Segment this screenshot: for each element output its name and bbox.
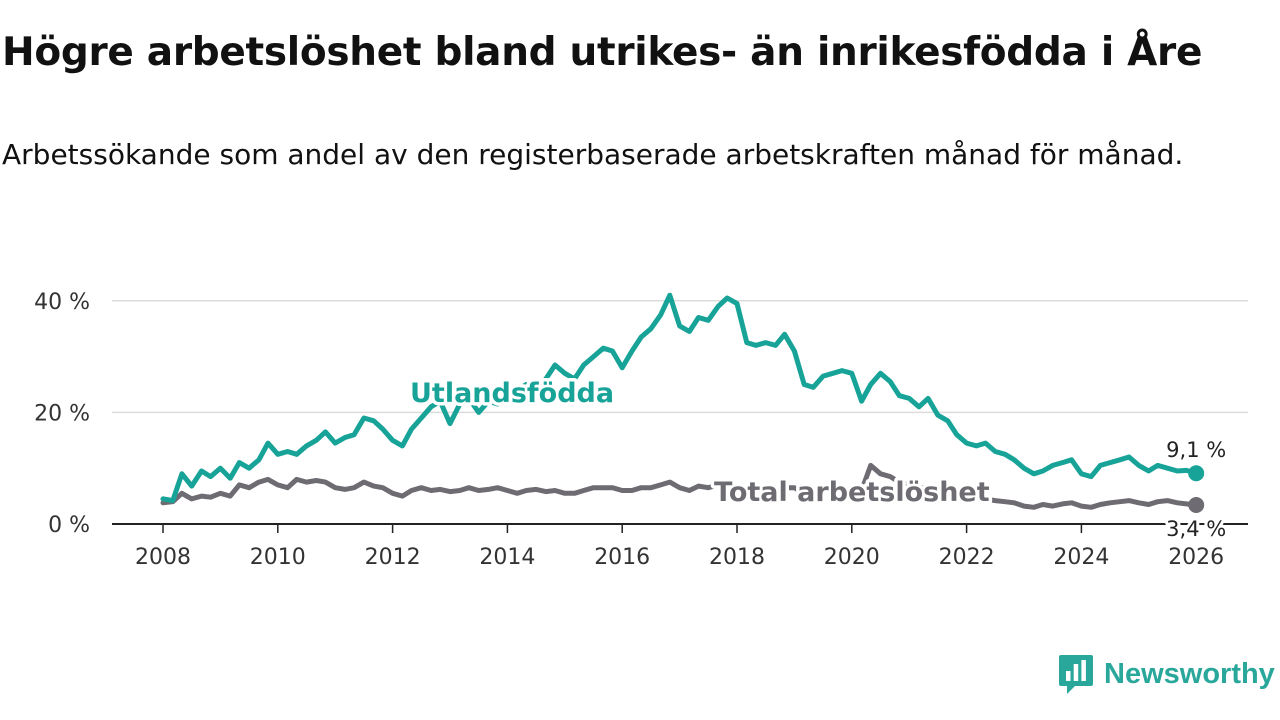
series-labels: Utlandsfödda Total arbetslöshet — [407, 375, 994, 512]
y-tick-label: 0 % — [48, 513, 90, 538]
x-axis-tick-labels: 2008 2010 2012 2014 2016 2018 2020 2022 2024 2026 — [135, 524, 1224, 570]
end-value-label: 9,1 % — [1166, 438, 1226, 462]
series-lines — [160, 292, 1199, 510]
x-tick-label: 2012 — [365, 545, 421, 570]
chart-subtitle: Arbetssökande som andel av den registerb… — [2, 138, 1184, 171]
end-value-label: 3,4 % — [1166, 517, 1226, 541]
x-tick-label: 2018 — [709, 545, 765, 570]
grid-lines — [112, 300, 1248, 525]
x-tick-label: 2024 — [1053, 545, 1109, 570]
y-tick-label: 20 % — [34, 401, 90, 426]
y-tick-label: 40 % — [34, 290, 90, 315]
x-tick-label: 2026 — [1168, 545, 1224, 570]
x-tick-label: 2014 — [479, 545, 535, 570]
newsworthy-logo[interactable]: Newsworthy — [1058, 653, 1275, 695]
end-point-utlandsfodda — [1188, 465, 1205, 482]
x-tick-label: 2022 — [939, 545, 995, 570]
x-tick-label: 2010 — [250, 545, 306, 570]
newsworthy-logo-icon — [1059, 655, 1093, 694]
series-label-total: Total arbetslöshet — [714, 477, 990, 508]
brand-name: Newsworthy — [1104, 657, 1275, 690]
series-line-total — [160, 462, 1199, 510]
series-line-utlandsfodda — [160, 292, 1199, 504]
x-tick-label: 2008 — [135, 545, 191, 570]
y-axis-tick-labels: 0 % 20 % 40 % — [34, 290, 90, 538]
end-point-total — [1188, 497, 1205, 514]
x-tick-label: 2020 — [824, 545, 880, 570]
series-end-points: 9,1 % 3,4 % — [1163, 435, 1229, 544]
series-label-utlandsfodda: Utlandsfödda — [410, 378, 614, 409]
chart-title: Högre arbetslöshet bland utrikes- än inr… — [2, 30, 1203, 75]
x-tick-label: 2016 — [594, 545, 650, 570]
